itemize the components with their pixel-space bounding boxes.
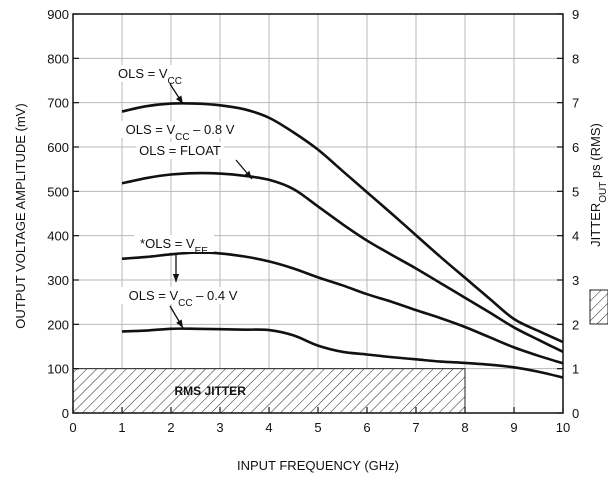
- y-tick-label: 0: [62, 406, 69, 421]
- y2-axis-title-sub: OUT: [598, 182, 608, 203]
- x-tick-label: 9: [510, 420, 517, 435]
- series-line: [121, 101, 564, 344]
- rms-jitter-hatch: [72, 368, 466, 414]
- x-axis-ticks: 0 1 2 3 4 5 6 7 8 9 10: [69, 407, 570, 435]
- label-pointer-arrowhead: [244, 170, 252, 179]
- y2-tick-label: 7: [572, 96, 579, 111]
- series-line: [121, 251, 564, 365]
- y2-tick-label: 1: [572, 362, 579, 377]
- series-label-main: *OLS = V: [140, 236, 195, 251]
- label-background: [117, 287, 249, 304]
- series-label: *OLS = VEE: [140, 236, 208, 257]
- curves: [121, 101, 564, 379]
- x-tick-label: 10: [556, 420, 570, 435]
- label-background: [136, 142, 224, 159]
- grid: [73, 14, 563, 413]
- series-label-main: OLS = V: [126, 122, 176, 137]
- y2-tick-label: 8: [572, 51, 579, 66]
- series-label-suffix: – 0.8 V: [190, 122, 235, 137]
- y-tick-label: 600: [47, 140, 69, 155]
- y-tick-label: 800: [47, 51, 69, 66]
- series-line: [121, 327, 564, 379]
- label-pointers: [169, 83, 253, 329]
- y2-tick-label: 5: [572, 184, 579, 199]
- series-label: OLS = VCC – 0.8 V: [126, 122, 235, 143]
- series-line: [121, 171, 564, 353]
- x-tick-label: 6: [363, 420, 370, 435]
- x-tick-label: 3: [216, 420, 223, 435]
- rms-jitter-area: RMS JITTER: [72, 368, 466, 414]
- series-label-main: OLS = V: [129, 288, 179, 303]
- y-axis-ticks: 0 100 200 300 400 500 600 700 800 900: [47, 7, 79, 421]
- y2-tick-label: 4: [572, 229, 579, 244]
- series-label-main: OLS = V: [118, 66, 168, 81]
- y2-axis-title-main: JITTER: [588, 203, 603, 247]
- series-label-sub: CC: [175, 132, 189, 143]
- series-label-main: OLS = FLOAT: [139, 143, 221, 158]
- label-background: [113, 65, 187, 82]
- label-pointer-arrowhead: [172, 274, 180, 282]
- y2-tick-label: 9: [572, 7, 579, 22]
- y2-axis-title: JITTEROUT ps (RMS): [588, 123, 608, 247]
- series-label-sub: CC: [168, 76, 182, 87]
- y-tick-label: 100: [47, 362, 69, 377]
- y2-tick-label: 6: [572, 140, 579, 155]
- y2-axis-ticks: 0 1 2 3 4 5 6 7 8 9: [557, 7, 579, 421]
- y-tick-label: 400: [47, 229, 69, 244]
- y2-axis-title-suffix: ps (RMS): [588, 123, 603, 182]
- series-label: OLS = FLOAT: [139, 143, 221, 158]
- x-tick-label: 0: [69, 420, 76, 435]
- jitter-legend-swatch: [589, 289, 608, 325]
- x-tick-label: 5: [314, 420, 321, 435]
- y-tick-label: 500: [47, 184, 69, 199]
- label-pointer-arrowhead: [176, 319, 183, 328]
- x-tick-label: 2: [167, 420, 174, 435]
- x-tick-label: 4: [265, 420, 272, 435]
- rms-jitter-label: RMS JITTER: [175, 384, 247, 398]
- y2-tick-label: 2: [572, 317, 579, 332]
- y2-tick-label: 0: [572, 406, 579, 421]
- series-label: OLS = VCC – 0.4 V: [129, 288, 238, 309]
- x-tick-label: 8: [461, 420, 468, 435]
- x-tick-label: 7: [412, 420, 419, 435]
- x-axis-title: INPUT FREQUENCY (GHz): [237, 458, 399, 473]
- x-tick-label: 1: [118, 420, 125, 435]
- y-tick-label: 300: [47, 273, 69, 288]
- label-pointer-arrowhead: [175, 95, 183, 104]
- y-axis-title: OUTPUT VOLTAGE AMPLITUDE (mV): [13, 103, 28, 328]
- y2-tick-label: 3: [572, 273, 579, 288]
- series-label-sub: CC: [178, 298, 192, 309]
- series-label-sub: EE: [195, 246, 209, 257]
- series-label-suffix: – 0.4 V: [193, 288, 238, 303]
- series-label: OLS = VCC: [118, 66, 182, 87]
- label-background: [114, 121, 246, 138]
- y-tick-label: 700: [47, 96, 69, 111]
- y-tick-label: 900: [47, 7, 69, 22]
- jitter-legend-hatch: [589, 289, 608, 325]
- y-tick-label: 200: [47, 317, 69, 332]
- label-background: [134, 235, 214, 252]
